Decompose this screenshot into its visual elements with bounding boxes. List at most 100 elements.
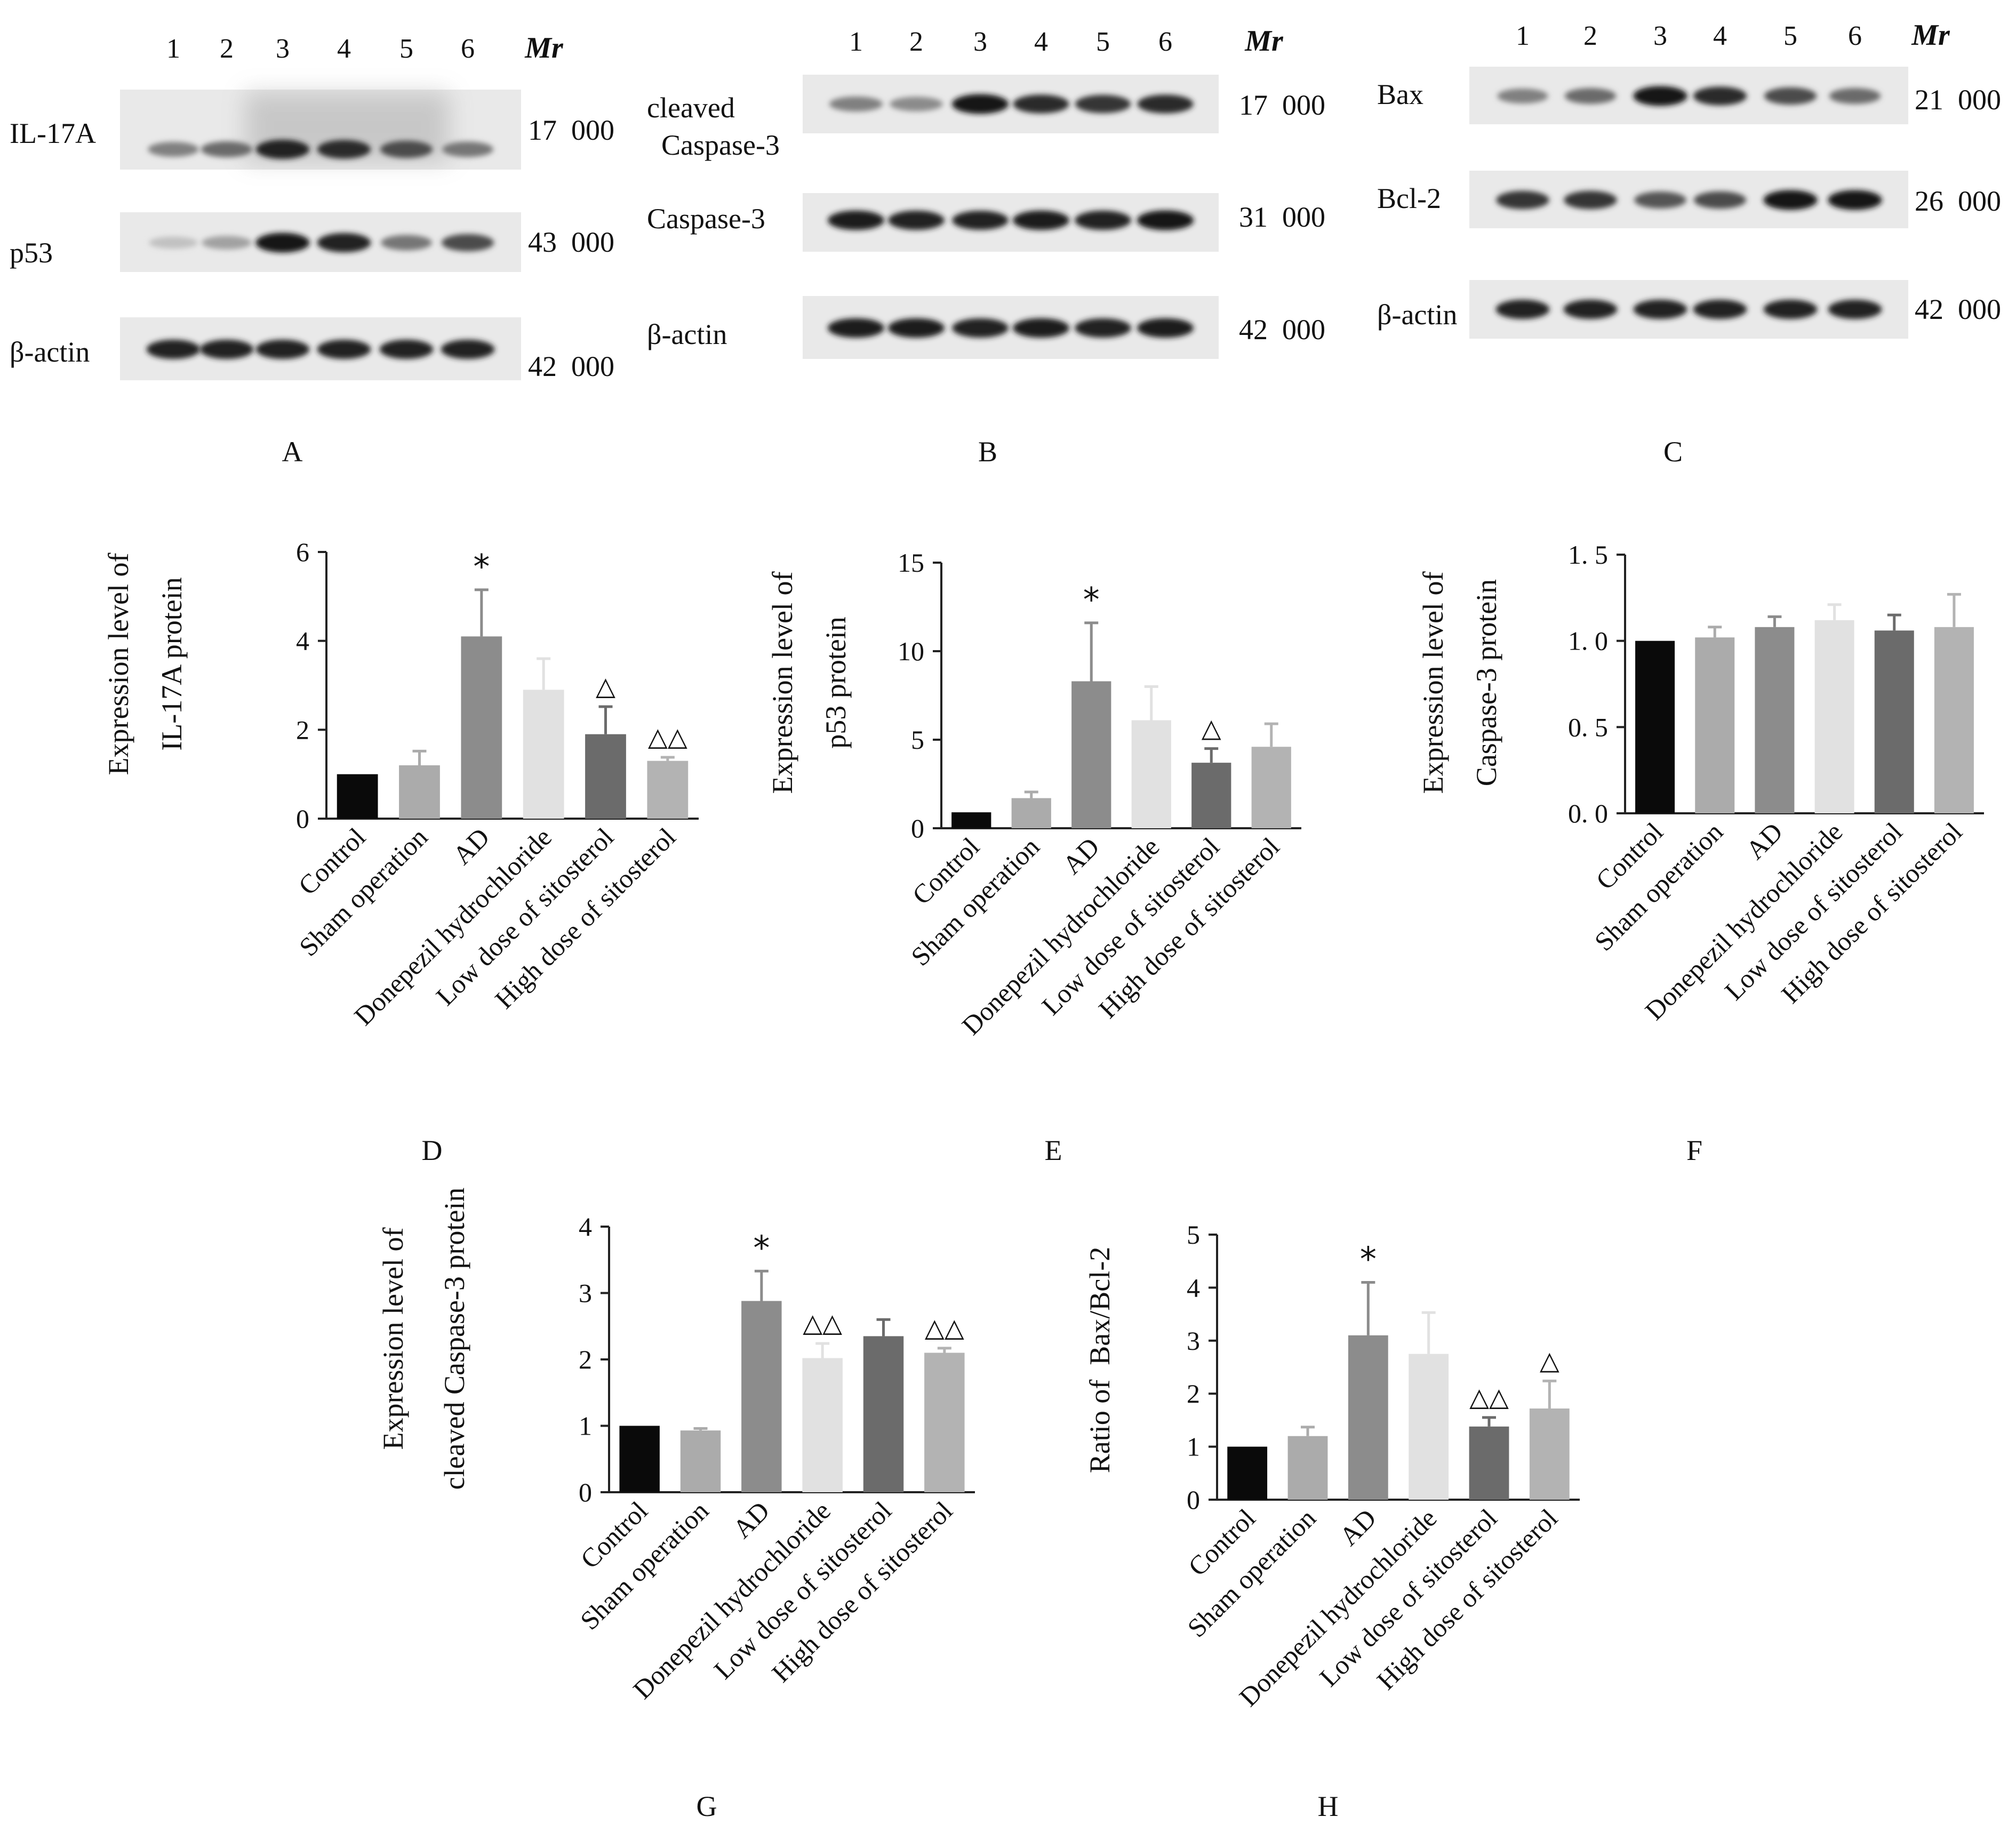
protein-label: β-actin xyxy=(1377,299,1457,331)
lane-number: 5 xyxy=(1783,21,1797,51)
y-tick-label: 4 xyxy=(296,626,309,656)
lane-number: 1 xyxy=(849,27,863,57)
blot-band xyxy=(1634,191,1686,209)
bar xyxy=(1635,641,1675,813)
bar xyxy=(1287,1436,1328,1500)
blot-band xyxy=(317,339,371,359)
y-tick-label: 0. 5 xyxy=(1568,712,1608,742)
blot-band xyxy=(317,140,371,159)
significance-marker: △△ xyxy=(925,1313,964,1343)
panel-letter: D xyxy=(422,1134,443,1166)
y-tick-label: 3 xyxy=(1187,1326,1200,1356)
significance-marker: * xyxy=(1083,580,1100,619)
lane-number: 1 xyxy=(166,34,180,64)
blot-band xyxy=(255,233,310,253)
bar xyxy=(585,734,626,819)
lane-number: 3 xyxy=(276,34,290,64)
blot-band xyxy=(1829,88,1881,104)
molecular-weight-label: 42 000 xyxy=(1915,293,2001,325)
blot-band xyxy=(1497,88,1548,104)
blot-band xyxy=(890,97,943,111)
lane-number: 3 xyxy=(973,27,987,57)
bar xyxy=(1755,627,1795,813)
x-category-label: AD xyxy=(447,822,495,870)
lane-number: 4 xyxy=(1713,21,1727,51)
blot-band xyxy=(827,210,885,230)
blot-row: β-actin 42 000 xyxy=(1377,280,2001,339)
significance-marker: * xyxy=(753,1228,770,1267)
significance-marker: △△ xyxy=(803,1308,842,1338)
blot-band xyxy=(201,141,253,157)
significance-marker: * xyxy=(1360,1239,1377,1278)
blot-band xyxy=(149,236,198,249)
blot-band xyxy=(951,94,1009,114)
blot-band xyxy=(148,141,199,157)
bar xyxy=(1348,1335,1388,1500)
blot-band xyxy=(1137,210,1194,230)
bar xyxy=(802,1358,843,1492)
molecular-weight-label: 26 000 xyxy=(1915,185,2001,217)
blot-band xyxy=(1496,190,1549,210)
molecular-weight-label: 17 000 xyxy=(528,114,614,146)
bar xyxy=(1469,1426,1509,1500)
protein-label: cleaved xyxy=(647,92,735,124)
y-tick-label: 15 xyxy=(898,548,924,578)
panel-letter: H xyxy=(1318,1790,1339,1822)
blot-band xyxy=(1563,299,1618,319)
y-axis-label: Caspase-3 protein xyxy=(1470,579,1502,786)
y-tick-label: 3 xyxy=(579,1278,592,1308)
blot-band xyxy=(1075,318,1131,338)
y-axis-label: Expression level of xyxy=(1417,572,1449,794)
significance-marker: △△ xyxy=(1469,1382,1509,1412)
protein-label: β-actin xyxy=(647,318,727,350)
lane-number: 6 xyxy=(461,34,475,64)
y-tick-label: 6 xyxy=(296,537,309,567)
lane-number: 2 xyxy=(1583,21,1597,51)
bar xyxy=(1071,681,1111,828)
blot-band xyxy=(317,233,371,253)
molecular-weight-label: 31 000 xyxy=(1239,201,1325,233)
x-category-label: AD xyxy=(1740,817,1789,865)
protein-label: p53 xyxy=(10,237,53,269)
significance-marker: * xyxy=(473,547,490,586)
y-tick-label: 2 xyxy=(296,715,309,745)
panel-letter: B xyxy=(978,436,997,468)
bar xyxy=(1695,637,1735,813)
blot-band xyxy=(829,96,883,112)
blot-band xyxy=(202,236,252,250)
blot-band xyxy=(441,339,495,359)
blot-band xyxy=(146,339,201,359)
y-tick-label: 2 xyxy=(579,1344,592,1374)
bar xyxy=(1814,620,1854,813)
blot-panel-c: 1 2 3 4 5 6 Mr Bax 21 000 Bcl-2 26 000 β-actin 42 00… xyxy=(1377,19,2001,468)
blot-band xyxy=(255,139,310,159)
bar xyxy=(951,812,991,828)
blot-panel-a: 1 2 3 4 5 6 Mr IL-17A 17 000 p53 43 000 β-actin 42 0… xyxy=(10,31,614,468)
molecular-weight-label: 21 000 xyxy=(1915,84,2001,116)
bar xyxy=(337,774,378,819)
y-axis-label: Ratio of Bax/Bcl-2 xyxy=(1084,1247,1116,1473)
significance-marker: △ xyxy=(596,671,615,701)
blot-band xyxy=(1693,86,1747,106)
molecular-weight-label: 42 000 xyxy=(1239,314,1325,346)
blot-band xyxy=(441,234,494,252)
bar xyxy=(619,1426,660,1492)
y-tick-label: 1 xyxy=(1187,1432,1200,1462)
y-tick-label: 1 xyxy=(579,1411,592,1441)
blot-row: β-actin 42 000 xyxy=(647,296,1325,359)
blot-panel-b: 1 2 3 4 5 6 Mr cleaved Caspase-3 17 000 Caspase-3 3… xyxy=(647,25,1325,468)
blot-band xyxy=(1633,86,1687,106)
bar xyxy=(461,636,502,819)
y-tick-label: 0. 0 xyxy=(1568,798,1608,828)
molecular-weight-label: 43 000 xyxy=(528,226,614,258)
blot-band xyxy=(1075,210,1131,230)
y-axis-label: Expression level of xyxy=(766,572,798,794)
y-axis-label: p53 protein xyxy=(820,617,852,748)
bar xyxy=(1011,798,1051,828)
bar xyxy=(1191,763,1231,828)
x-category-label: AD xyxy=(727,1495,775,1544)
lane-number: 1 xyxy=(1516,21,1530,51)
